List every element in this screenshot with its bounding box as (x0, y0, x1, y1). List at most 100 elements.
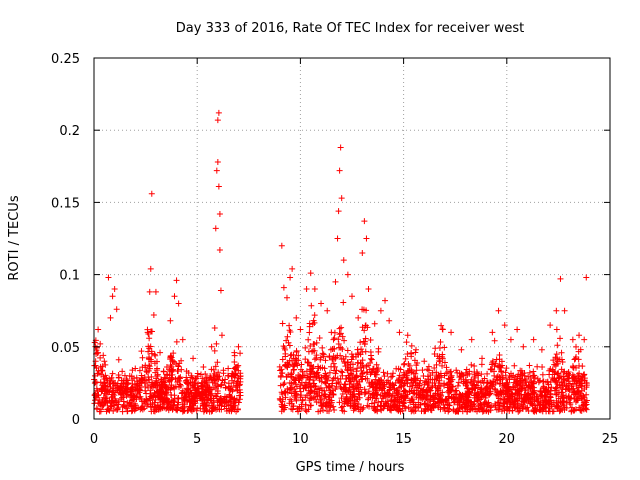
data-point (337, 384, 344, 391)
data-point (371, 320, 378, 327)
data-point (97, 379, 104, 386)
data-point (496, 402, 503, 409)
data-point (439, 326, 446, 333)
data-point (413, 362, 420, 369)
data-point (190, 355, 197, 362)
data-point (478, 394, 485, 401)
data-point (208, 343, 215, 350)
data-point (534, 363, 541, 370)
data-point (339, 333, 346, 340)
data-point (388, 373, 395, 380)
data-point (569, 363, 576, 370)
data-point (229, 404, 236, 411)
data-point (179, 389, 186, 396)
data-point (497, 364, 504, 371)
data-point (137, 406, 144, 413)
data-point (410, 370, 417, 377)
data-point (401, 371, 408, 378)
data-point (327, 346, 334, 353)
data-point (298, 401, 305, 408)
data-point (278, 403, 285, 410)
data-point (213, 340, 220, 347)
data-point (367, 337, 374, 344)
data-point (404, 377, 411, 384)
data-point (485, 399, 492, 406)
data-point (316, 375, 323, 382)
data-point (358, 389, 365, 396)
data-point (171, 359, 178, 366)
data-point (493, 356, 500, 363)
data-point (332, 374, 339, 381)
data-point (419, 396, 426, 403)
data-point (226, 392, 233, 399)
data-point (277, 382, 284, 389)
data-point (299, 368, 306, 375)
data-point (317, 408, 324, 415)
data-point (383, 379, 390, 386)
data-point (578, 383, 585, 390)
data-point (434, 384, 441, 391)
data-point (97, 340, 104, 347)
data-point (514, 394, 521, 401)
data-point (329, 380, 336, 387)
data-point (583, 274, 590, 281)
data-point (293, 396, 300, 403)
data-point (357, 339, 364, 346)
data-point (339, 403, 346, 410)
data-point (215, 109, 222, 116)
data-point (165, 377, 172, 384)
data-point (495, 395, 502, 402)
data-point (306, 329, 313, 336)
data-point (194, 373, 201, 380)
data-point (218, 332, 225, 339)
data-point (526, 369, 533, 376)
data-point (222, 376, 229, 383)
data-point (313, 339, 320, 346)
data-point (159, 390, 166, 397)
data-point (316, 385, 323, 392)
data-point (338, 395, 345, 402)
data-point (450, 395, 457, 402)
data-point (216, 406, 223, 413)
data-point (465, 384, 472, 391)
data-point (438, 322, 445, 329)
data-point (575, 375, 582, 382)
data-point (287, 274, 294, 281)
data-point (390, 382, 397, 389)
data-point (332, 354, 339, 361)
data-point (293, 383, 300, 390)
data-point (363, 369, 370, 376)
data-point (295, 372, 302, 379)
data-point (509, 392, 516, 399)
data-point (286, 357, 293, 364)
data-point (214, 381, 221, 388)
data-point (322, 379, 329, 386)
data-point (425, 402, 432, 409)
data-point (502, 386, 509, 393)
data-point (355, 401, 362, 408)
data-point (124, 387, 131, 394)
data-point (518, 367, 525, 374)
data-point (303, 368, 310, 375)
data-point (175, 300, 182, 307)
data-point (512, 390, 519, 397)
data-point (311, 356, 318, 363)
data-point (551, 361, 558, 368)
data-point (343, 375, 350, 382)
data-point (445, 408, 452, 415)
data-point (386, 384, 393, 391)
data-point (495, 406, 502, 413)
data-point (215, 183, 222, 190)
data-point (235, 362, 242, 369)
data-point (501, 382, 508, 389)
data-point (207, 374, 214, 381)
data-point (562, 377, 569, 384)
data-point (293, 314, 300, 321)
data-point (283, 337, 290, 344)
data-point (557, 335, 564, 342)
data-point (459, 402, 466, 409)
data-point (322, 393, 329, 400)
data-point (151, 351, 158, 358)
data-point (358, 367, 365, 374)
data-point (115, 401, 122, 408)
